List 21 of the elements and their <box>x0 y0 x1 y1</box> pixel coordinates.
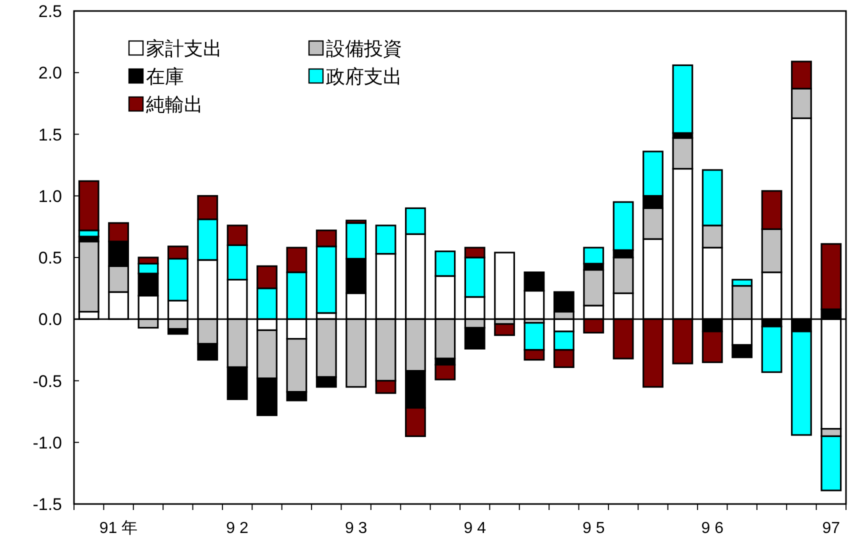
y-tick-label: -0.5 <box>32 372 62 391</box>
legend-label: 純輸出 <box>146 95 203 116</box>
x-tick-label: 9 4 <box>464 520 486 537</box>
x-tick-label: 91 年 <box>99 520 138 537</box>
x-tick-label: 9 6 <box>701 520 724 537</box>
legend-label: 在庫 <box>146 66 184 88</box>
x-tick-label: 9 3 <box>344 520 368 537</box>
x-tick-label: 9 5 <box>582 520 605 537</box>
legend-label: 設備投資 <box>326 39 402 60</box>
x-tick-label: 97 <box>822 520 840 537</box>
y-tick-label: 0.5 <box>38 248 62 268</box>
y-tick-label: 0.0 <box>38 310 62 330</box>
y-tick-label: 1.5 <box>38 125 62 144</box>
legend-label: 家計支出 <box>146 38 222 60</box>
y-tick-label: -1.5 <box>32 495 62 514</box>
y-tick-label: -1.0 <box>32 433 62 452</box>
legend-label: 政府支出 <box>326 66 402 88</box>
y-tick-label: 1.0 <box>38 186 62 206</box>
x-tick-label: 9 2 <box>226 520 249 537</box>
y-tick-label: 2.5 <box>38 2 62 21</box>
y-tick-label: 2.0 <box>38 64 62 83</box>
